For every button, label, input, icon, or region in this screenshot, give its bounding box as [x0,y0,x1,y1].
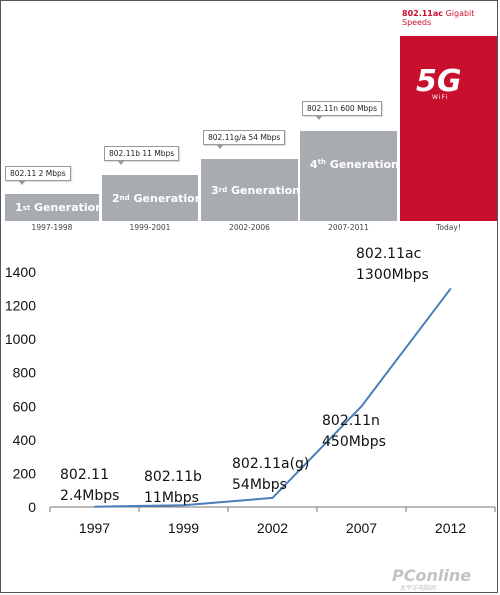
annotation-standard: 802.11b [144,469,202,485]
annotation-speed: 1300Mbps [356,267,429,283]
watermark-logo: PConline [392,566,472,585]
y-tick-label: 400 [13,432,37,448]
y-tick-label: 1400 [5,264,36,280]
annotation-speed: 2.4Mbps [60,488,119,504]
annotation-speed: 54Mbps [232,477,287,493]
annotation-speed: 11Mbps [144,490,199,506]
gen-number: 4 [310,158,318,171]
x-tick-label: 2007 [346,520,377,536]
y-tick-label: 600 [13,398,37,414]
headline: 802.11ac Gigabit Speeds [402,9,500,27]
data-point [93,505,96,508]
headline-text: Gigabit Speeds [402,9,475,27]
x-tick-label: 2002 [257,520,288,536]
y-tick-label: 800 [13,365,37,381]
annotation-standard: 802.11n [322,413,380,429]
gen-ordinal: st [22,203,31,212]
data-point [449,287,452,290]
headline-standard: 802.11ac [402,9,444,18]
annotation-standard: 802.11a(g) [232,456,309,472]
x-tick-label: 1997 [79,520,110,536]
y-tick-label: 1000 [5,331,36,347]
annotation-speed: 450Mbps [322,434,386,450]
callout-gen-1: 802.11 2 Mbps [5,166,71,185]
callout-gen-4: 802.11n 600 Mbps [302,101,382,120]
y-tick-label: 200 [13,465,37,481]
wifi-logo-text: WiFi [432,94,449,101]
years-gen-1: 1997-1998 [31,223,73,232]
data-point [360,405,363,408]
gen-number: 3 [211,183,219,197]
gen-word: Generation [230,183,301,197]
gen-number: 2 [112,191,120,205]
annotation-standard: 802.11 [60,467,109,483]
data-point [182,504,185,506]
gen-word: Generation [329,158,399,171]
gen-number: 1 [15,201,23,214]
y-tick-label: 1200 [5,298,36,314]
years-gen-3: 2002-2006 [229,223,270,232]
x-tick-label: 1999 [168,520,199,536]
years-gen-2: 1999-2001 [129,223,171,232]
gen-word: Generation [133,191,203,205]
y-tick-label: 0 [28,499,36,515]
callout-gen-2: 802.11b 11 Mbps [104,146,180,165]
callout-gen-3: 802.11g/a 54 Mbps [203,130,286,149]
speed-line-chart: 0 200 400 600 800 1000 1200 1400 1997 1999 2002 200… [5,246,496,536]
years-today: Today! [436,223,461,232]
generation-step-5g [400,36,497,221]
gen-ordinal: rd [218,186,228,194]
gen-word: Generation [34,201,104,214]
gen-ordinal: th [317,158,326,166]
x-tick-label: 2012 [435,520,466,536]
5g-logo: 5G [416,64,462,99]
years-gen-4: 2007-2011 [328,223,369,232]
gen-ordinal: nd [119,194,130,202]
data-point [271,497,274,499]
annotation-standard: 802.11ac [356,246,421,262]
watermark-subtitle: 太平洋电脑网 [400,585,437,592]
